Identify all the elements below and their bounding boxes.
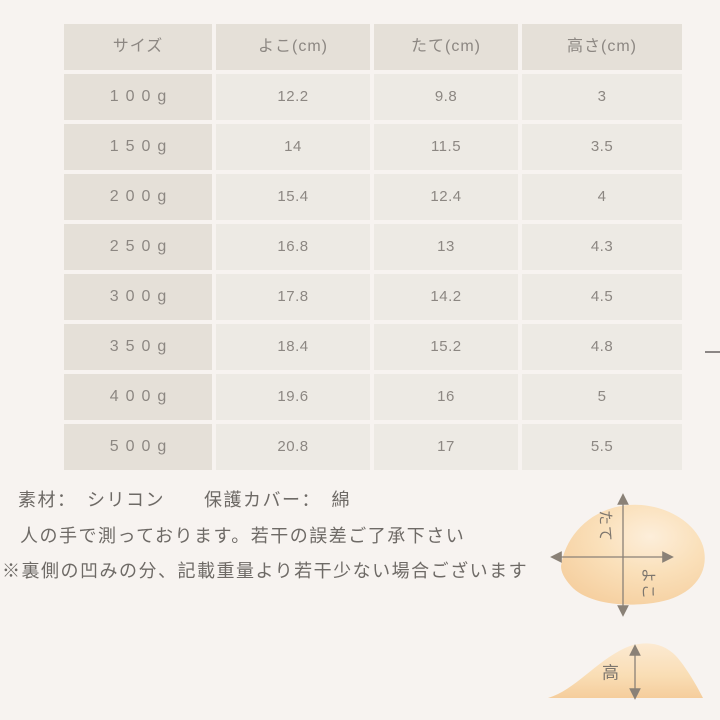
cell-width: 18.4	[216, 324, 370, 370]
row-label: 400g	[64, 374, 212, 420]
side-view-diagram: 高	[548, 643, 703, 700]
cell-width: 20.8	[216, 424, 370, 470]
cell-height: 3	[522, 74, 682, 120]
cell-depth: 16	[374, 374, 518, 420]
row-label: 200g	[64, 174, 212, 220]
row-label: 150g	[64, 124, 212, 170]
column-header-height: 高さ(cm)	[522, 24, 682, 70]
cell-depth: 17	[374, 424, 518, 470]
cell-depth: 14.2	[374, 274, 518, 320]
cell-width: 15.4	[216, 174, 370, 220]
cell-width: 19.6	[216, 374, 370, 420]
cell-depth: 12.4	[374, 174, 518, 220]
cell-depth: 15.2	[374, 324, 518, 370]
yoko-label: よこ	[640, 568, 657, 600]
cell-depth: 9.8	[374, 74, 518, 120]
row-label: 100g	[64, 74, 212, 120]
cell-width: 14	[216, 124, 370, 170]
cell-width: 17.8	[216, 274, 370, 320]
cell-height: 4.8	[522, 324, 682, 370]
cell-depth: 13	[374, 224, 518, 270]
cell-height: 4.3	[522, 224, 682, 270]
row-label: 350g	[64, 324, 212, 370]
materials-note: 素材： シリコン 保護カバー： 綿	[18, 490, 351, 510]
cell-height: 5.5	[522, 424, 682, 470]
column-header-size: サイズ	[64, 24, 212, 70]
breast-form-side-shape	[548, 643, 703, 698]
row-label: 250g	[64, 224, 212, 270]
cell-width: 16.8	[216, 224, 370, 270]
size-table: サイズ よこ(cm) たて(cm) 高さ(cm) 100g 12.2 9.8 3…	[64, 24, 682, 470]
cell-height: 3.5	[522, 124, 682, 170]
cell-height: 4.5	[522, 274, 682, 320]
weight-note: ※裏側の凹みの分、記載重量より若干少ない場合ございます	[2, 561, 529, 581]
tate-label: たて	[597, 510, 614, 542]
column-header-width: よこ(cm)	[216, 24, 370, 70]
cell-width: 12.2	[216, 74, 370, 120]
measurement-note: 人の手で測っております。若干の誤差ご了承下さい	[20, 526, 466, 546]
cell-height: 4	[522, 174, 682, 220]
cell-depth: 11.5	[374, 124, 518, 170]
row-label: 500g	[64, 424, 212, 470]
height-label: 高	[602, 664, 620, 683]
row-label: 300g	[64, 274, 212, 320]
front-view-diagram: たて よこ	[550, 493, 705, 617]
breast-form-front-shape	[561, 504, 705, 605]
cropped-arrow-fragment	[705, 351, 720, 353]
column-header-depth: たて(cm)	[374, 24, 518, 70]
cell-height: 5	[522, 374, 682, 420]
